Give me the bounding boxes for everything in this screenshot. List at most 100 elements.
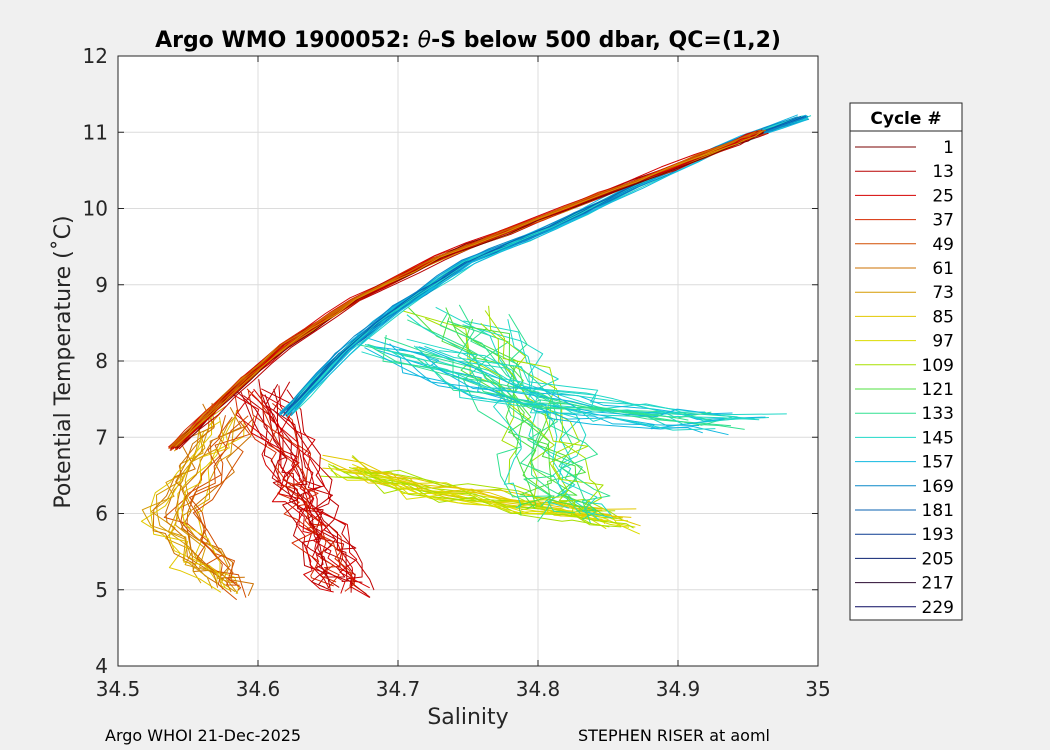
- y-tick-label: 6: [95, 502, 108, 526]
- profile-line-green-cloud: [439, 313, 555, 507]
- legend-entry: 61: [855, 259, 954, 279]
- legend-entry: 49: [855, 235, 954, 255]
- profile-line-upper-envelope-early: [175, 130, 763, 448]
- profile-line-cyan-spread: [402, 349, 745, 430]
- legend-label: 85: [932, 307, 954, 327]
- y-axis-label: Potential Temperature (˚C): [51, 215, 76, 508]
- profile-line-orange-fan: [189, 415, 249, 584]
- profile-line-green-cloud: [480, 322, 580, 517]
- legend-label: 229: [922, 598, 954, 618]
- profile-line-cyan-spread: [399, 357, 729, 436]
- legend-label: 109: [922, 356, 954, 376]
- profile-line-upper-envelope-early: [169, 130, 757, 448]
- profile-line-red-plume: [253, 388, 355, 580]
- legend-label: 1: [943, 138, 954, 158]
- profile-line-orange-fan: [165, 408, 224, 579]
- profile-line-green-cloud: [435, 306, 576, 509]
- legend-entry: 133: [855, 404, 954, 424]
- legend-entry: 181: [855, 501, 954, 521]
- legend-label: 193: [922, 525, 954, 545]
- legend: Cycle # 1 13 25 37 49 61 73 85 97 109 121 133 145 157…: [849, 102, 963, 621]
- chart-title-suffix: -S below 500 dbar, QC=(1,2): [431, 28, 781, 53]
- legend-label: 121: [922, 380, 954, 400]
- x-tick-label: 35: [805, 677, 830, 701]
- x-axis-ticks: 34.5 34.6 34.7 34.8 34.9 35: [96, 56, 831, 701]
- x-tick-label: 34.7: [376, 677, 421, 701]
- profile-line-green-cloud: [484, 310, 604, 515]
- x-tick-label: 34.9: [656, 677, 701, 701]
- profile-line-yellow-band: [352, 455, 623, 520]
- profile-line-orange-fan: [141, 412, 217, 589]
- legend-entry: 193: [855, 525, 954, 545]
- y-tick-label: 4: [95, 654, 108, 678]
- profile-line-orange-fan: [180, 406, 245, 579]
- legend-label: 61: [932, 259, 954, 279]
- y-tick-label: 7: [95, 425, 108, 449]
- profile-line-yellow-band: [332, 464, 610, 528]
- profile-line-orange-fan: [175, 412, 239, 594]
- y-tick-label: 5: [95, 578, 108, 602]
- profile-line-upper-envelope-early: [176, 132, 763, 451]
- y-tick-label: 12: [83, 44, 108, 68]
- chart-title-theta: θ: [418, 28, 432, 53]
- profile-line-cyan-spread: [364, 344, 716, 431]
- legend-title: Cycle #: [870, 109, 941, 129]
- profile-line-red-plume: [278, 385, 370, 589]
- profile-line-green-cloud: [406, 314, 522, 509]
- profile-line-cyan-spread: [406, 338, 760, 421]
- profile-line-red-plume: [243, 395, 349, 582]
- x-axis-label: Salinity: [427, 705, 508, 730]
- legend-label: 73: [932, 283, 954, 303]
- profile-line-green-cloud: [457, 304, 581, 515]
- profile-line-upper-envelope-early: [176, 132, 764, 449]
- legend-label: 157: [922, 453, 954, 473]
- profile-line-red-plume: [247, 390, 341, 589]
- legend-label: 13: [932, 162, 954, 182]
- legend-entry: 73: [855, 283, 954, 303]
- legend-label: 133: [922, 404, 954, 424]
- legend-label: 97: [932, 332, 954, 352]
- profile-curves: [140, 114, 812, 601]
- legend-label: 217: [922, 574, 954, 594]
- legend-entry: 157: [855, 453, 954, 473]
- legend-entry: 205: [855, 549, 954, 569]
- y-tick-label: 10: [83, 197, 108, 221]
- legend-entry: 1: [855, 138, 954, 158]
- profile-line-yellow-band: [359, 468, 641, 535]
- legend-entry: 145: [855, 428, 954, 448]
- x-tick-label: 34.5: [96, 677, 141, 701]
- profile-line-orange-fan: [167, 414, 237, 584]
- plot-area: 34.5 34.6 34.7 34.8 34.9 35 4 5 6 7 8 9 10 11 12: [83, 44, 831, 701]
- chart-title-prefix: Argo WMO 1900052:: [155, 28, 418, 53]
- profile-line-orange-fan: [156, 405, 227, 590]
- legend-entry: 121: [855, 380, 954, 400]
- profile-line-orange-fan: [181, 409, 240, 588]
- y-tick-label: 9: [95, 273, 108, 297]
- x-tick-label: 34.8: [516, 677, 561, 701]
- legend-entry: 97: [855, 332, 954, 352]
- profile-line-yellow-band: [335, 469, 609, 521]
- chart-title: Argo WMO 1900052: θ-S below 500 dbar, QC…: [155, 28, 781, 53]
- legend-label: 181: [922, 501, 954, 521]
- legend-entry: 217: [855, 574, 954, 594]
- profile-line-red-plume: [261, 388, 352, 593]
- y-tick-label: 8: [95, 349, 108, 373]
- profile-line-red-plume: [265, 383, 363, 583]
- legend-entries: 1 13 25 37 49 61 73 85 97 109 121 133 145 157 169 181 19…: [855, 138, 954, 618]
- profile-line-orange-fan: [149, 415, 219, 584]
- profile-line-red-plume: [231, 386, 331, 591]
- legend-label: 145: [922, 428, 954, 448]
- legend-label: 25: [932, 186, 954, 206]
- footer-left: Argo WHOI 21-Dec-2025: [105, 726, 301, 745]
- legend-label: 205: [922, 549, 954, 569]
- legend-entry: 25: [855, 186, 954, 206]
- profile-line-red-plume: [273, 381, 375, 591]
- profile-line-cyan-spread: [438, 350, 742, 422]
- profile-line-orange-fan: [193, 416, 255, 596]
- x-tick-label: 34.6: [236, 677, 281, 701]
- profile-line-orange-fan: [189, 420, 251, 586]
- legend-label: 49: [932, 235, 954, 255]
- profile-line-green-cloud: [466, 318, 598, 512]
- legend-label: 169: [922, 477, 954, 497]
